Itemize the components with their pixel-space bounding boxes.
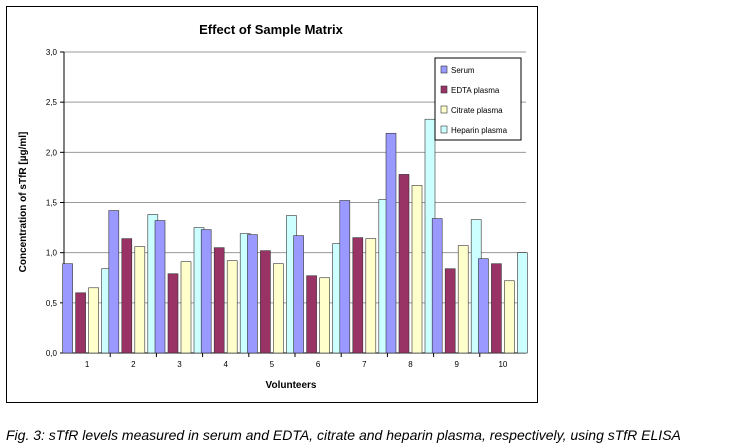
bar-citrate-plasma-10 [504, 280, 515, 354]
bar-serum-4 [200, 229, 212, 354]
legend-label: Serum [451, 66, 475, 75]
y-tick-label: 0,0 [46, 349, 58, 358]
bar-edta-plasma-9 [444, 268, 456, 354]
bar-citrate-plasma-9 [457, 245, 469, 354]
y-tick-label: 2,5 [46, 98, 58, 107]
legend-swatch [440, 85, 448, 94]
bar-edta-plasma-3 [167, 273, 179, 354]
bar-edta-plasma-1 [75, 292, 86, 354]
bar-edta-plasma-10 [491, 263, 502, 354]
y-tick-label: 1,0 [46, 249, 58, 258]
bar-serum-5 [247, 234, 258, 354]
bar-edta-plasma-7 [352, 237, 364, 354]
bar-edta-plasma-2 [121, 238, 133, 354]
legend-swatch [440, 65, 448, 74]
bar-edta-plasma-4 [213, 247, 225, 354]
legend-label: Citrate plasma [451, 106, 503, 115]
bar-edta-plasma-8 [398, 174, 410, 354]
bar-serum-1 [62, 263, 73, 354]
y-tick-label: 1,5 [46, 199, 58, 208]
x-axis-label: Volunteers [266, 380, 317, 391]
bar-citrate-plasma-7 [365, 238, 377, 354]
legend-box [434, 57, 522, 141]
y-tick-label: 3,0 [46, 48, 58, 57]
bar-citrate-plasma-3 [180, 261, 192, 354]
x-tick-label: 1 [85, 360, 90, 369]
legend-swatch [440, 125, 448, 134]
bar-citrate-plasma-6 [319, 277, 330, 354]
x-tick-label: 9 [454, 360, 459, 369]
bar-serum-6 [293, 235, 304, 354]
legend: Serum EDTA plasma Citrate plasma Heparin pl… [434, 57, 522, 141]
x-tick-label: 4 [223, 360, 228, 369]
bar-edta-plasma-6 [306, 275, 317, 354]
bar-citrate-plasma-8 [411, 185, 423, 354]
x-tick-label: 7 [362, 360, 367, 369]
x-tick-label: 5 [270, 360, 275, 369]
bar-heparin-plasma-10 [517, 252, 528, 354]
figure-caption: Fig. 3: sTfR levels measured in serum an… [6, 427, 681, 443]
bar-citrate-plasma-1 [88, 287, 99, 354]
bar-serum-2 [108, 210, 120, 354]
legend-swatch [440, 105, 448, 114]
bar-citrate-plasma-5 [273, 263, 284, 354]
y-axis-label: Concentration of sTfR [µg/ml] [18, 132, 29, 273]
chart-title: Effect of Sample Matrix [199, 22, 344, 37]
bar-serum-9 [431, 218, 443, 354]
legend-label: EDTA plasma [451, 86, 500, 95]
bar-serum-8 [385, 132, 397, 354]
bar-citrate-plasma-4 [226, 260, 238, 354]
x-tick-label: 8 [408, 360, 413, 369]
legend-label: Heparin plasma [451, 126, 508, 135]
x-tick-label: 2 [131, 360, 136, 369]
x-tick-label: 10 [498, 360, 507, 369]
x-tick-label: 6 [316, 360, 321, 369]
bar-serum-7 [339, 200, 351, 354]
bar-serum-3 [154, 220, 166, 354]
bar-citrate-plasma-2 [134, 246, 146, 354]
bar-edta-plasma-5 [260, 250, 271, 354]
y-tick-label: 0,5 [46, 299, 58, 308]
x-tick-label: 3 [177, 360, 182, 369]
bar-serum-10 [478, 258, 489, 354]
y-tick-label: 2,0 [46, 148, 58, 157]
